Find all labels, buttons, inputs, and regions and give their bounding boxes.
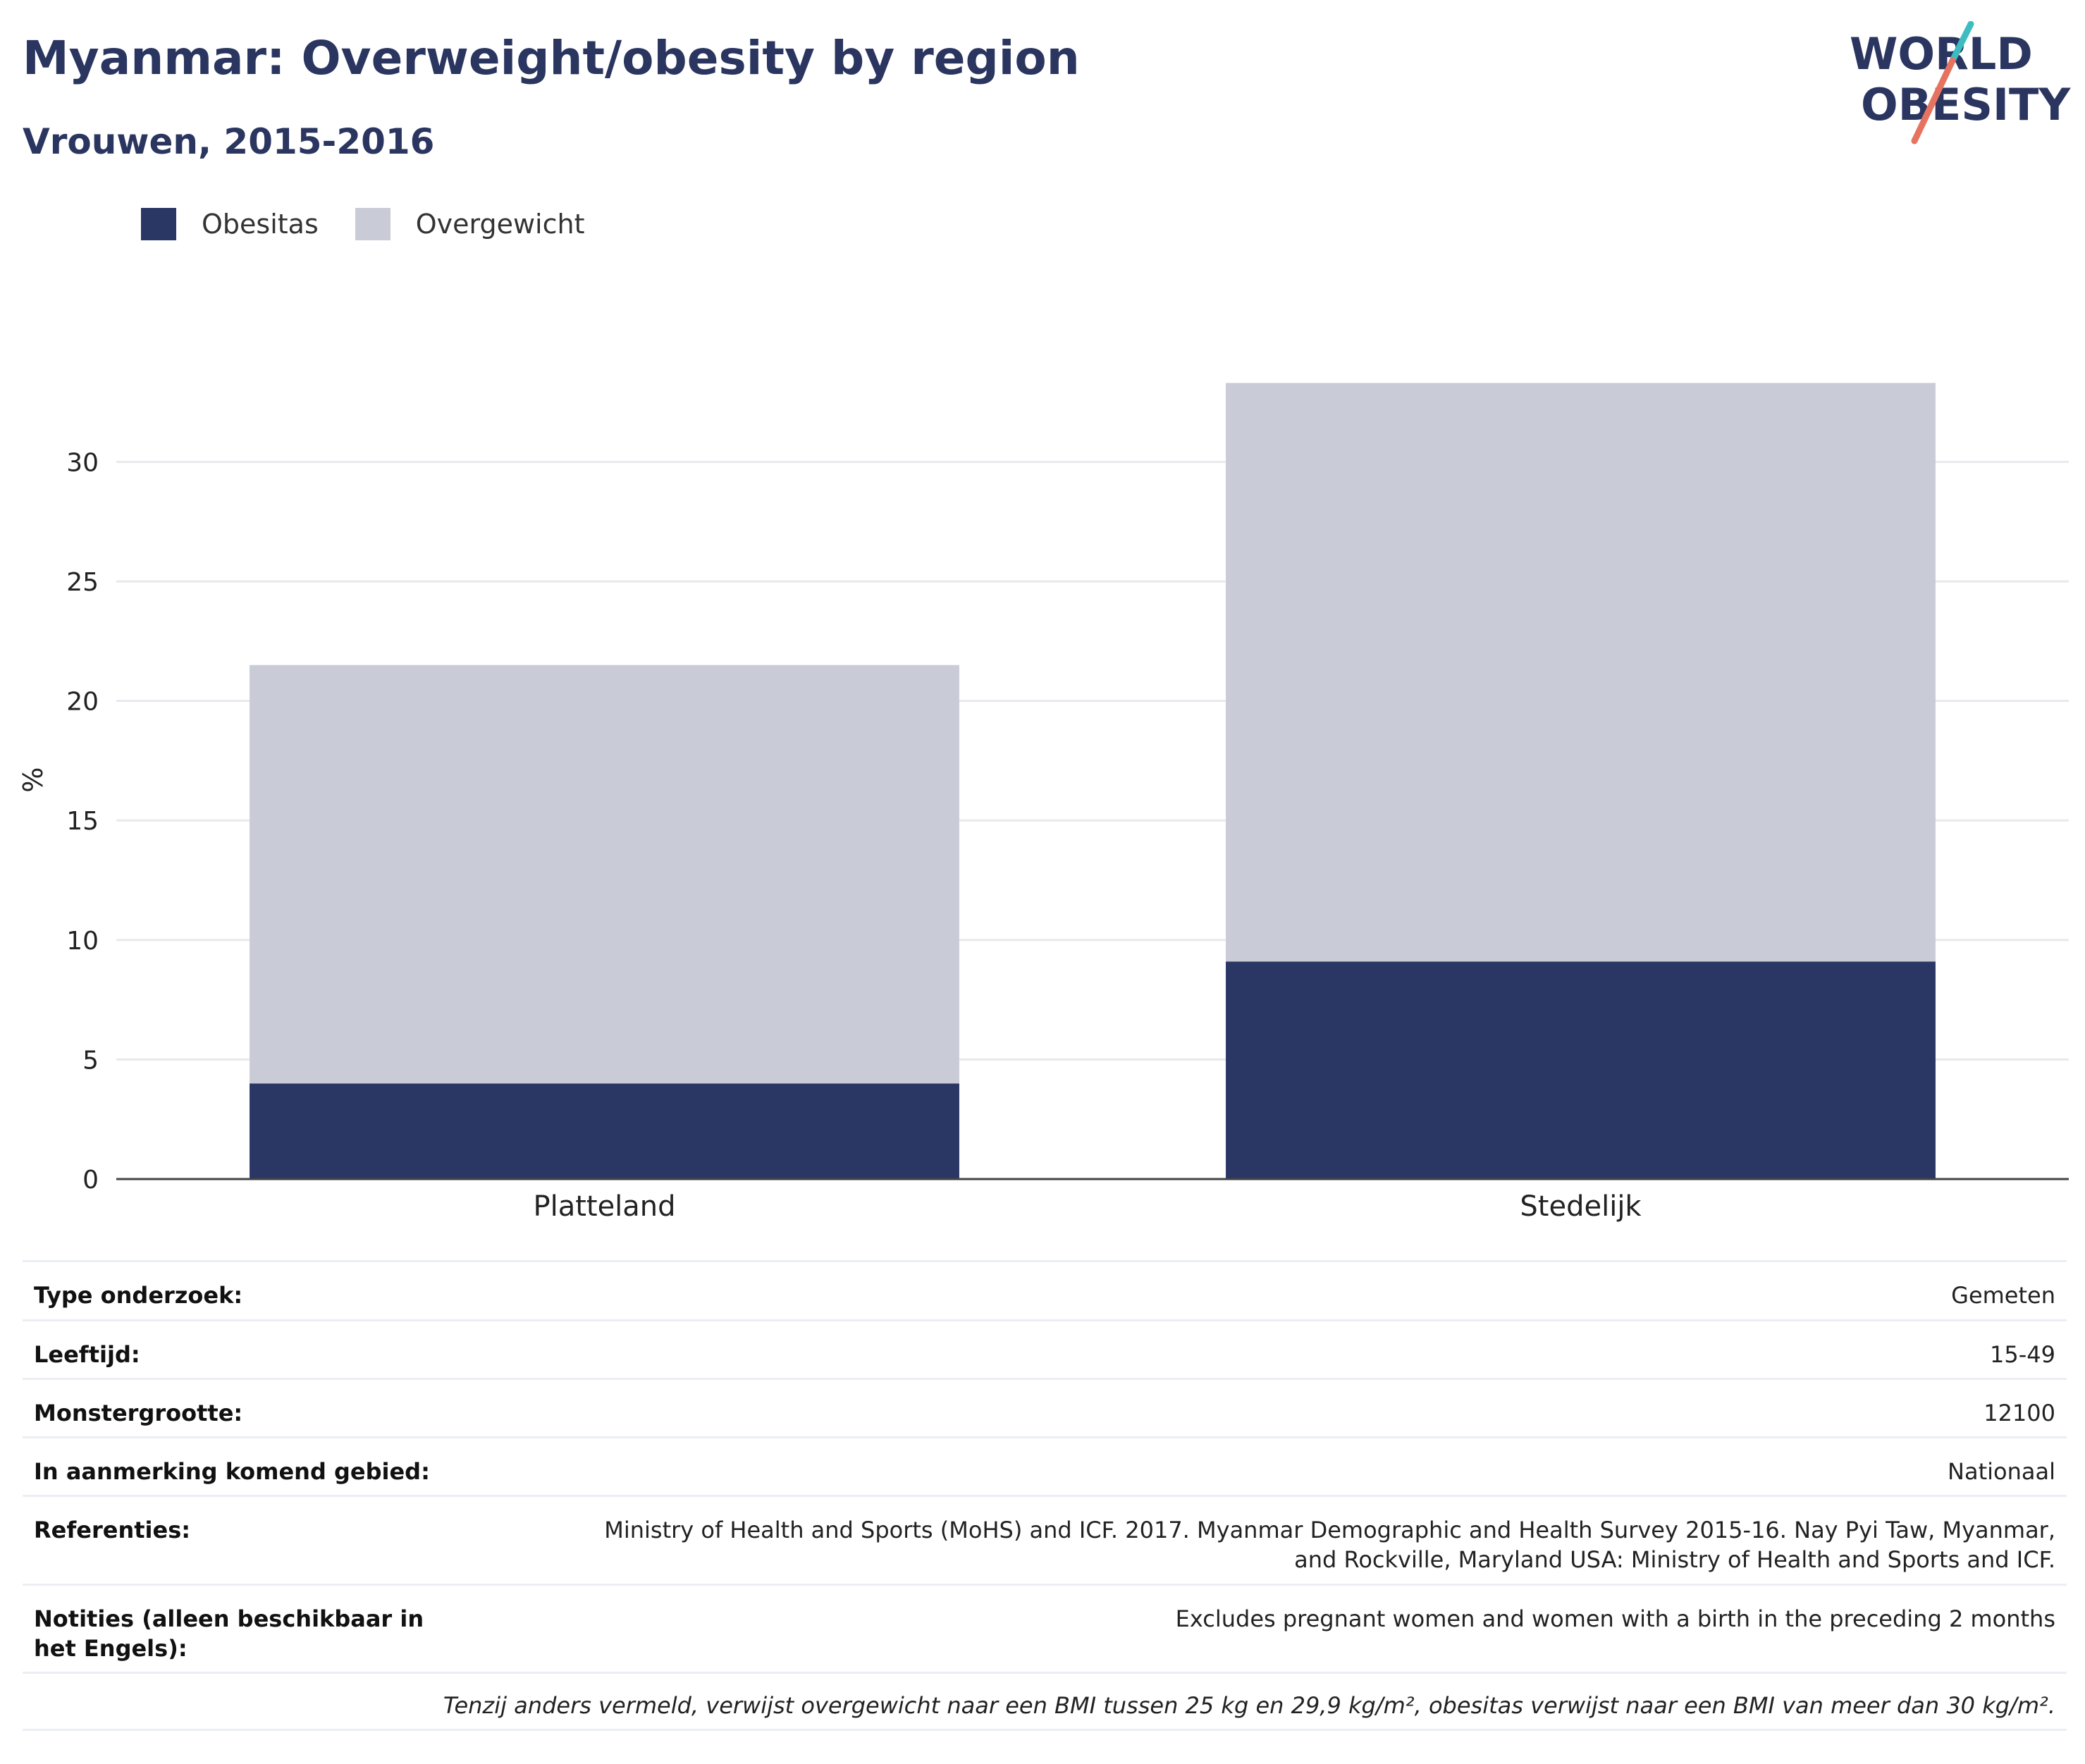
info-row-notes: Notities (alleen beschikbaar in het Enge… xyxy=(23,1584,2067,1672)
info-footnote: Tenzij anders vermeld, verwijst overgewi… xyxy=(23,1672,2067,1731)
info-label-references: Referenties: xyxy=(34,1517,191,1543)
x-tick-label-platteland: Platteland xyxy=(533,1190,675,1223)
info-row-references: Referenties: Ministry of Health and Spor… xyxy=(23,1495,2067,1584)
chart-subtitle: Vrouwen, 2015-2016 xyxy=(23,121,435,162)
y-tick-label-20: 20 xyxy=(66,688,99,717)
info-label-type: Type onderzoek: xyxy=(34,1282,243,1309)
y-tick-label-30: 30 xyxy=(66,448,99,477)
world-obesity-logo: WORLD OBESITY xyxy=(1850,21,2071,144)
legend-swatch-overgewicht xyxy=(355,208,390,240)
info-row-type: Type onderzoek: Gemeten xyxy=(23,1260,2067,1319)
y-tick-label-0: 0 xyxy=(82,1166,99,1195)
legend-item-obesitas[interactable]: Obesitas xyxy=(141,208,319,240)
info-value-area: Nationaal xyxy=(1948,1458,2055,1485)
info-table: Type onderzoek: Gemeten Leeftijd: 15-49 … xyxy=(23,1260,2067,1731)
y-axis-label: % xyxy=(18,767,49,792)
chart-legend: Obesitas Overgewicht xyxy=(141,208,622,240)
bar-platteland-obesitas xyxy=(250,1083,959,1179)
info-value-type: Gemeten xyxy=(1951,1282,2055,1309)
info-value-sample: 12100 xyxy=(1983,1400,2055,1426)
info-row-area: In aanmerking komend gebied: Nationaal xyxy=(23,1436,2067,1495)
logo-line1: WORLD xyxy=(1850,28,2033,80)
y-tick-label-10: 10 xyxy=(66,927,99,956)
y-tick-label-5: 5 xyxy=(82,1046,99,1075)
info-label-notes: Notities (alleen beschikbaar in het Enge… xyxy=(34,1605,424,1662)
y-tick-label-25: 25 xyxy=(66,568,99,597)
bar-stedelijk-overgewicht xyxy=(1226,383,1936,962)
info-label-age: Leeftijd: xyxy=(34,1341,140,1368)
legend-swatch-obesitas xyxy=(141,208,176,240)
y-tick-label-15: 15 xyxy=(66,807,99,836)
legend-label-overgewicht: Overgewicht xyxy=(415,209,585,240)
legend-label-obesitas: Obesitas xyxy=(202,209,319,240)
legend-item-overgewicht[interactable]: Overgewicht xyxy=(355,208,585,240)
info-value-notes: Excludes pregnant women and women with a… xyxy=(1175,1605,2055,1632)
stacked-bar-chart: 0 5 10 15 20 25 30% Platteland Stedelijk xyxy=(18,383,2069,1223)
chart-title: Myanmar: Overweight/obesity by region xyxy=(23,31,1080,85)
info-value-references: Ministry of Health and Sports (MoHS) and… xyxy=(604,1517,2055,1573)
info-value-age: 15-49 xyxy=(1990,1341,2055,1368)
info-label-area: In aanmerking komend gebied: xyxy=(34,1458,430,1485)
x-tick-label-stedelijk: Stedelijk xyxy=(1520,1190,1642,1223)
info-row-sample: Monstergrootte: 12100 xyxy=(23,1378,2067,1436)
bar-platteland-overgewicht xyxy=(250,665,959,1084)
logo-line2: OBESITY xyxy=(1861,79,2071,130)
info-label-sample: Monstergrootte: xyxy=(34,1400,243,1426)
bar-stedelijk-obesitas xyxy=(1226,961,1936,1179)
info-row-age: Leeftijd: 15-49 xyxy=(23,1319,2067,1378)
